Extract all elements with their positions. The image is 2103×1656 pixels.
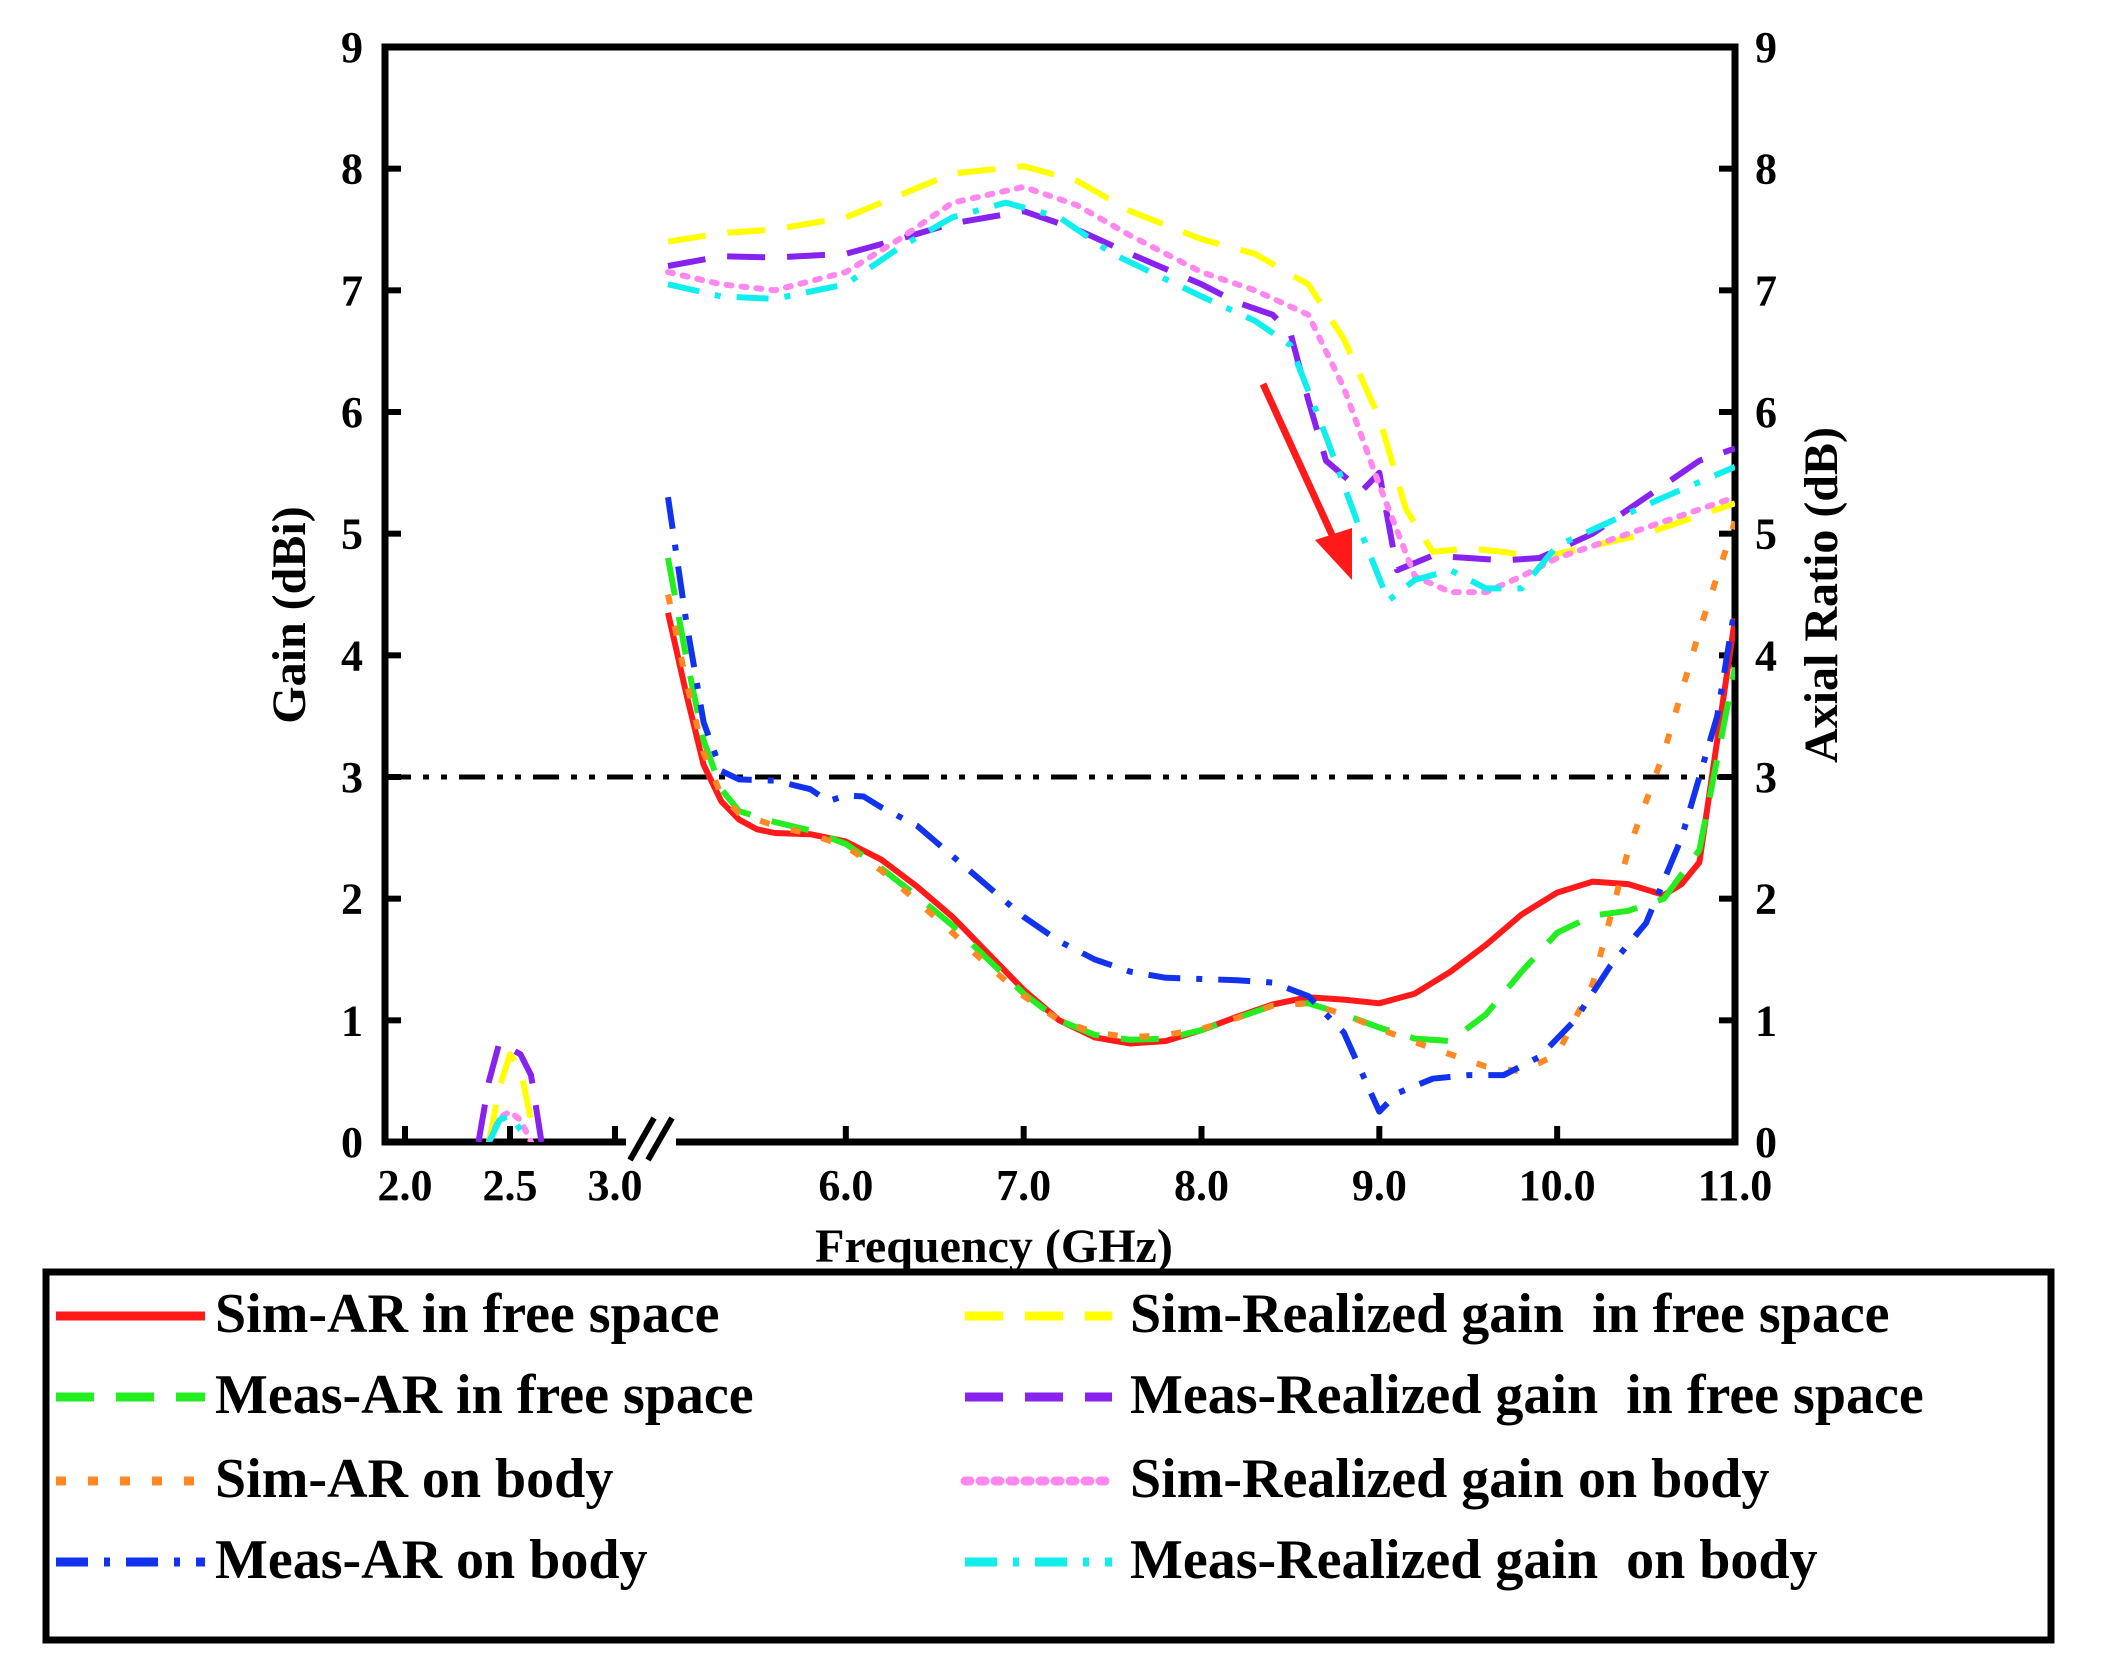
y-right-tick-label: 5 — [1755, 510, 1777, 559]
x-tick-label: 2.0 — [378, 1161, 433, 1210]
legend: Sim-AR in free space Sim-Realized gain in… — [56, 1283, 1924, 1591]
y-left-axis: 0 1 2 3 4 5 6 7 8 9 — [341, 23, 401, 1167]
series-line-meas-ar-in-free-space — [665, 557, 1735, 1044]
y-right-tick-label: 4 — [1755, 631, 1777, 680]
y-left-tick-label: 8 — [341, 145, 363, 194]
legend-label-sim-ar-on-body: Sim-AR on body — [215, 1448, 613, 1510]
series-line-sim-ar-on-body — [665, 520, 1735, 1075]
series-line-meas-realized-gain-on-body-part1 — [486, 1112, 534, 1142]
legend-label-meas-realized-gain-in-free-space: Meas-Realized gain in free space — [1130, 1364, 1924, 1426]
series-line-meas-ar-on-body — [665, 496, 1735, 1115]
y-right-axis: 0 1 2 3 4 5 6 7 8 9 — [1719, 23, 1777, 1167]
y-left-tick-label: 6 — [341, 388, 363, 437]
series-line-meas-realized-gain-on-body-part2 — [667, 199, 1735, 604]
x-tick-label: 8.0 — [1174, 1161, 1229, 1210]
y-left-tick-label: 3 — [341, 753, 363, 802]
series-line-sim-realized-gain-on-body-part2 — [665, 183, 1735, 596]
series-line-sim-realized-gain-in-free-space-part2 — [667, 163, 1735, 561]
x-axis: 2.0 2.5 3.0 6.0 7.0 8.0 9.0 10.0 11.0 — [378, 1126, 1773, 1210]
y-right-tick-label: 7 — [1755, 266, 1777, 315]
y-right-tick-label: 2 — [1755, 875, 1777, 924]
y-left-axis-title: Gain (dBi) — [263, 506, 316, 723]
x-tick-label: 3.0 — [588, 1161, 643, 1210]
axis-break-marker — [626, 1116, 676, 1162]
y-left-tick-label: 5 — [341, 510, 363, 559]
legend-label-meas-ar-in-free-space: Meas-AR in free space — [215, 1364, 754, 1426]
red-arrow-annotation — [1259, 382, 1352, 580]
x-tick-label: 6.0 — [818, 1161, 873, 1210]
y-right-tick-label: 0 — [1755, 1118, 1777, 1167]
y-right-tick-label: 9 — [1755, 23, 1777, 72]
x-tick-label: 7.0 — [996, 1161, 1051, 1210]
series-lines — [475, 163, 1735, 1142]
x-tick-label: 9.0 — [1352, 1161, 1407, 1210]
y-left-tick-label: 7 — [341, 266, 363, 315]
y-left-tick-label: 1 — [341, 996, 363, 1045]
y-left-tick-label: 0 — [341, 1118, 363, 1167]
legend-label-meas-ar-on-body: Meas-AR on body — [215, 1529, 647, 1591]
legend-label-meas-realized-gain-on-body: Meas-Realized gain on body — [1130, 1529, 1818, 1591]
y-right-tick-label: 3 — [1755, 753, 1777, 802]
y-left-tick-label: 9 — [341, 23, 363, 72]
x-tick-label: 11.0 — [1698, 1161, 1773, 1210]
legend-label-sim-realized-gain-on-body: Sim-Realized gain on body — [1130, 1448, 1769, 1510]
y-right-tick-label: 8 — [1755, 145, 1777, 194]
legend-label-sim-ar-in-free-space: Sim-AR in free space — [215, 1283, 719, 1345]
y-right-tick-label: 6 — [1755, 388, 1777, 437]
x-tick-label: 2.5 — [483, 1161, 538, 1210]
y-left-tick-label: 2 — [341, 875, 363, 924]
x-axis-title: Frequency (GHz) — [815, 1220, 1173, 1273]
y-right-axis-title: Axial Ratio (dB) — [1795, 427, 1848, 763]
series-line-meas-realized-gain-in-free-space-part2 — [667, 208, 1735, 574]
y-right-tick-label: 1 — [1755, 996, 1777, 1045]
x-tick-label: 10.0 — [1519, 1161, 1596, 1210]
legend-label-sim-realized-gain-in-free-space: Sim-Realized gain in free space — [1130, 1283, 1890, 1345]
y-left-tick-label: 4 — [341, 631, 363, 680]
series-line-sim-realized-gain-in-free-space-part1 — [486, 1051, 534, 1142]
legend-box — [42, 1268, 2055, 1644]
plot-frame — [381, 43, 1739, 1146]
